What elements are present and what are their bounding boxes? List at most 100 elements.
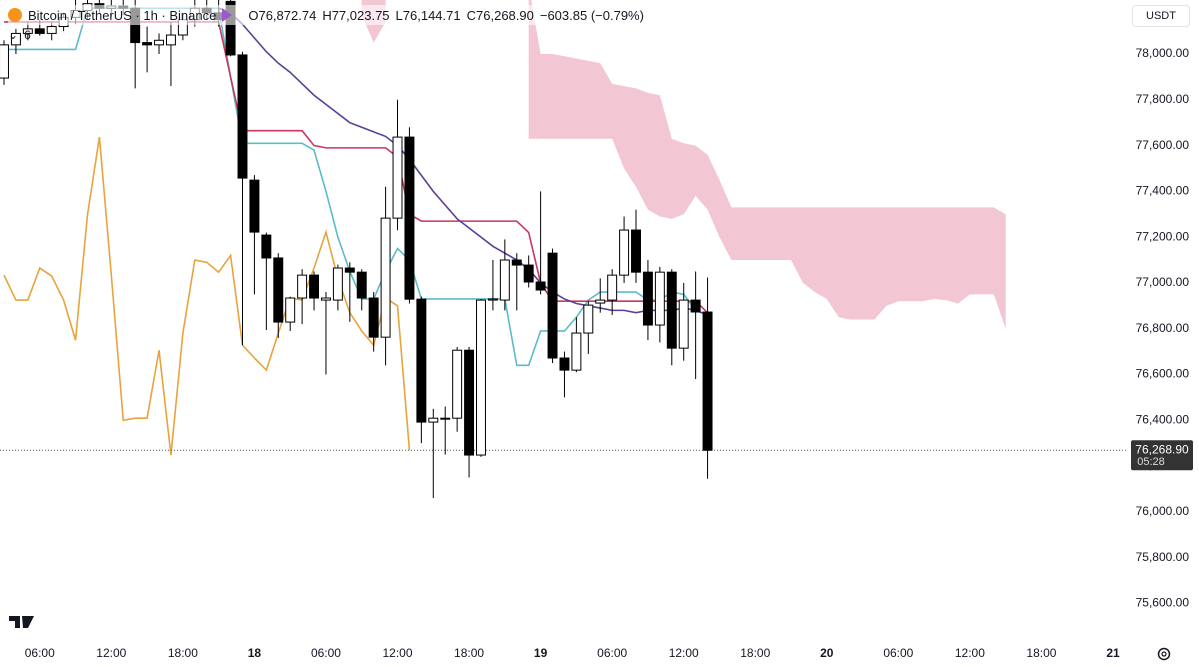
candle-body — [452, 349, 463, 419]
symbol[interactable]: Bitcoin / TetherUS · 1h · Binance — [28, 7, 217, 23]
flag-icon[interactable] — [222, 8, 233, 22]
change-value: −603.85 (−0.79%) — [539, 7, 644, 23]
chevron[interactable]: ⌄ — [8, 28, 19, 42]
x-tick-label: 19 — [534, 646, 548, 660]
candle-body — [595, 299, 606, 304]
x-tick-label: 06:00 — [597, 646, 627, 660]
candle-body — [10, 32, 21, 46]
candle-body — [702, 311, 713, 451]
low-value: L76,144.71 — [395, 7, 461, 23]
candle-body — [571, 332, 582, 371]
x-tick-label: 06:00 — [25, 646, 55, 660]
plot-area — [0, 0, 1128, 499]
axes: 75,600.0075,800.0076,000.0076,200.0076,4… — [25, 46, 1193, 660]
candle-body — [642, 271, 653, 326]
candle-body — [46, 26, 57, 34]
x-tick-label: 20 — [820, 646, 834, 660]
candle-body — [368, 297, 379, 338]
candle-body — [535, 281, 546, 291]
candle-body — [237, 54, 248, 179]
y-tick-label: 75,600.00 — [1136, 596, 1190, 610]
y-tick-label: 76,800.00 — [1136, 321, 1190, 335]
candle-body — [428, 417, 439, 423]
x-tick-label: 06:00 — [311, 646, 341, 660]
candle-body — [464, 349, 475, 456]
candle-body — [619, 229, 630, 276]
x-tick-label: 18 — [248, 646, 262, 660]
candle-body — [499, 259, 510, 301]
y-tick-label: 77,400.00 — [1136, 184, 1190, 198]
candle-body — [261, 234, 272, 259]
y-tick-label: 76,400.00 — [1136, 412, 1190, 426]
x-tick-label: 18:00 — [454, 646, 484, 660]
y-tick-label: 77,200.00 — [1136, 229, 1190, 243]
gear-center[interactable] — [1161, 651, 1167, 657]
candle-body — [607, 274, 618, 301]
y-tick-label: 76,600.00 — [1136, 367, 1190, 381]
candle-body — [547, 252, 558, 359]
indicator-line — [218, 7, 708, 316]
x-tick-label: 12:00 — [669, 646, 699, 660]
y-tick-label: 77,800.00 — [1136, 92, 1190, 106]
candle-body — [320, 297, 331, 301]
coin-icon — [8, 8, 22, 22]
candle-body — [583, 304, 594, 334]
x-tick-label: 18:00 — [1026, 646, 1056, 660]
candle-body — [404, 136, 415, 300]
candle-body — [225, 0, 236, 56]
candle-body — [309, 274, 320, 299]
logo-mark — [9, 616, 34, 628]
y-tick-label: 77,600.00 — [1136, 138, 1190, 152]
indicator-line — [4, 21, 709, 314]
x-tick-label: 12:00 — [955, 646, 985, 660]
x-tick-label: 06:00 — [883, 646, 913, 660]
y-tick-label: 76,000.00 — [1136, 504, 1190, 518]
gear[interactable] — [1157, 647, 1171, 661]
candle-body — [631, 229, 641, 273]
candle-body — [690, 299, 701, 313]
indicator-line — [3, 136, 411, 456]
y-tick-label: 77,000.00 — [1136, 275, 1190, 289]
candle-body — [273, 257, 284, 323]
candle-body — [34, 28, 45, 34]
indicator-toggle[interactable]: ⌄ 6 — [8, 28, 31, 42]
candle-body — [249, 179, 260, 233]
candle-body — [344, 267, 355, 273]
candle-body — [0, 44, 9, 79]
open-value: O76,872.74 — [248, 7, 317, 23]
candle-body — [154, 39, 164, 46]
indicator-count[interactable]: 6 — [24, 28, 31, 42]
candle-body — [678, 299, 689, 349]
currency-button[interactable]: USDT — [1132, 5, 1190, 27]
countdown-label: 05:28 — [1137, 456, 1165, 468]
candle-body — [165, 34, 176, 46]
y-tick-label: 75,800.00 — [1136, 550, 1190, 564]
x-tick-label: 12:00 — [96, 646, 126, 660]
candle-body — [332, 267, 343, 301]
ohlc: O76,872.74 H77,023.75 L76,144.71 C76,268… — [248, 8, 644, 23]
indicator-line — [4, 7, 708, 367]
candle-body — [392, 136, 403, 219]
price-badge — [1131, 440, 1193, 471]
candle-body — [440, 417, 451, 420]
candle-body — [356, 271, 367, 299]
candle-body — [523, 264, 534, 283]
candle-body — [511, 259, 522, 266]
candle-body — [476, 299, 486, 456]
x-tick-label: 21 — [1106, 646, 1120, 660]
candle-body — [666, 271, 677, 349]
close-value: C76,268.90 — [466, 7, 534, 23]
price-badge-label: 76,268.90 — [1135, 442, 1189, 456]
candle-body — [487, 298, 498, 301]
candle-body — [285, 297, 296, 323]
settings-icon[interactable] — [1157, 647, 1171, 661]
legend-header: Bitcoin / TetherUS · 1h · Binance O76,87… — [8, 5, 644, 25]
candle-body — [654, 271, 665, 326]
candle-body — [416, 298, 427, 423]
candle-body — [380, 217, 391, 338]
y-tick-label: 78,000.00 — [1136, 46, 1190, 60]
x-tick-label: 12:00 — [383, 646, 413, 660]
candle-body — [142, 42, 153, 46]
